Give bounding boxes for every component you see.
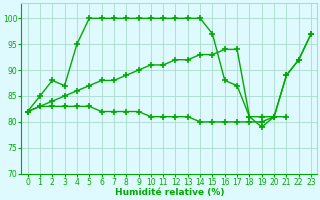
X-axis label: Humidité relative (%): Humidité relative (%) <box>115 188 224 197</box>
